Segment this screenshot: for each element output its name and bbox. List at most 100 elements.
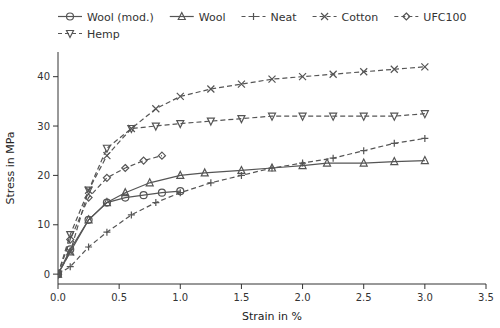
- y-tick-label: 40: [37, 71, 50, 82]
- legend-label: UFC100: [423, 11, 466, 24]
- data-point: [103, 145, 110, 152]
- series: [58, 157, 428, 278]
- series-line: [58, 156, 162, 274]
- legend-line: [58, 16, 82, 17]
- data-point: [177, 121, 184, 128]
- legend-marker: [67, 31, 74, 38]
- data-point: [58, 271, 62, 278]
- data-point: [238, 116, 245, 123]
- data-point: [128, 211, 135, 218]
- x-tick: [302, 284, 303, 289]
- data-point: [140, 157, 147, 164]
- data-point: [207, 179, 214, 186]
- data-point: [330, 113, 337, 120]
- legend-item: Cotton: [313, 11, 379, 24]
- data-point: [330, 71, 337, 78]
- y-tick-label: 10: [37, 219, 50, 230]
- x-tick: [363, 284, 364, 289]
- data-point: [330, 155, 337, 162]
- data-point: [103, 229, 110, 236]
- y-tick: [53, 76, 58, 77]
- legend-item: UFC100: [394, 11, 466, 24]
- data-point: [269, 165, 276, 172]
- chart: Wool (mod.)WoolNeatCottonUFC100Hemp0.00.…: [0, 0, 500, 328]
- data-point: [146, 179, 153, 186]
- y-tick: [53, 274, 58, 275]
- data-point: [128, 126, 135, 133]
- data-point: [421, 135, 428, 142]
- x-axis-line: [58, 284, 486, 285]
- legend: Wool (mod.) Wool Neat Cotton UFC100 Hemp: [58, 11, 466, 41]
- data-point: [238, 81, 245, 88]
- data-point: [360, 159, 367, 166]
- axes: 0.00.51.01.52.02.53.03.5010203040: [37, 52, 494, 303]
- y-tick: [53, 126, 58, 127]
- data-point: [158, 189, 165, 196]
- data-point: [299, 73, 306, 80]
- series-line: [58, 67, 425, 274]
- y-axis-label: Stress in MPa: [4, 131, 17, 204]
- data-point: [391, 158, 398, 165]
- data-point: [360, 68, 367, 75]
- data-point: [201, 169, 208, 176]
- series: [58, 188, 184, 278]
- legend-item: Neat: [242, 11, 298, 24]
- data-point: [158, 152, 165, 159]
- data-point: [391, 66, 398, 73]
- data-point: [177, 93, 184, 100]
- legend-label: Wool (mod.): [87, 11, 154, 24]
- x-axis-label: Strain in %: [242, 310, 302, 323]
- data-point: [207, 118, 214, 125]
- series: [58, 63, 428, 277]
- y-tick: [53, 175, 58, 176]
- legend-marker: [250, 13, 257, 20]
- data-point: [85, 243, 92, 250]
- series: [58, 152, 165, 277]
- legend-label: Cotton: [342, 11, 379, 24]
- data-point: [152, 123, 159, 130]
- series-line: [58, 138, 425, 274]
- data-point: [269, 76, 276, 83]
- x-tick-label: 0.5: [111, 292, 127, 303]
- x-tick: [180, 284, 181, 289]
- data-point: [421, 63, 428, 70]
- data-point: [360, 113, 367, 120]
- data-point: [122, 189, 129, 196]
- legend-marker: [67, 13, 74, 20]
- legend-label: Neat: [271, 11, 298, 24]
- data-point: [299, 160, 306, 167]
- x-tick-label: 2.0: [295, 292, 311, 303]
- legend-marker: [178, 13, 185, 20]
- series-line: [58, 114, 425, 274]
- legend-item: Hemp: [58, 28, 120, 41]
- data-point: [421, 111, 428, 118]
- legend-label: Hemp: [87, 28, 120, 41]
- data-point: [207, 86, 214, 93]
- x-tick-label: 1.5: [233, 292, 249, 303]
- data-point: [67, 263, 74, 270]
- data-point: [421, 157, 428, 164]
- y-axis-line: [58, 52, 59, 284]
- x-tick: [58, 284, 59, 289]
- y-tick-label: 30: [37, 121, 50, 132]
- y-tick-label: 0: [44, 269, 50, 280]
- plot-area: [58, 63, 428, 278]
- data-point: [360, 147, 367, 154]
- series-line: [58, 191, 180, 274]
- data-point: [152, 199, 159, 206]
- x-tick: [119, 284, 120, 289]
- data-point: [152, 105, 159, 112]
- data-point: [269, 164, 276, 171]
- data-point: [67, 232, 74, 239]
- legend-item: Wool: [170, 11, 226, 24]
- data-point: [269, 113, 276, 120]
- series: [58, 111, 428, 278]
- data-point: [140, 192, 147, 199]
- y-tick: [53, 224, 58, 225]
- data-point: [103, 199, 110, 206]
- legend-line: [394, 16, 418, 17]
- data-point: [391, 140, 398, 147]
- data-point: [177, 189, 184, 196]
- x-tick: [424, 284, 425, 289]
- legend-line: [170, 16, 194, 17]
